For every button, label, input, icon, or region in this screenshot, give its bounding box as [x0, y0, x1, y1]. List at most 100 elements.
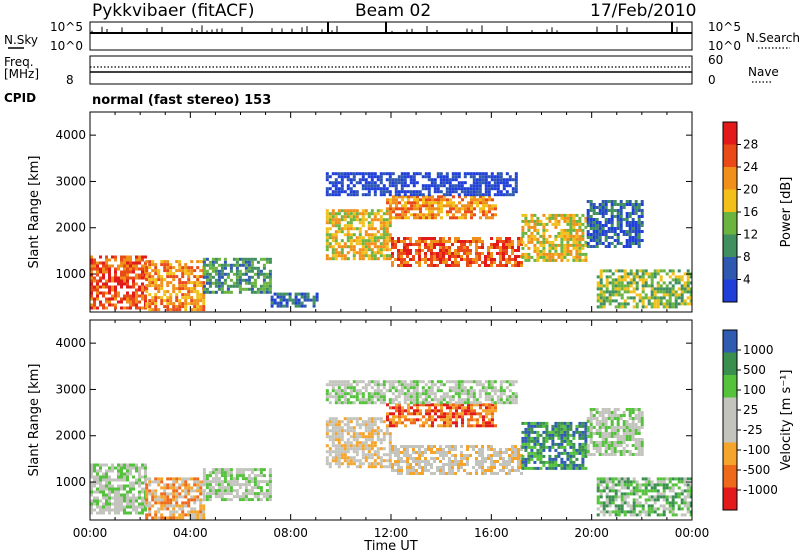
- velocity-region-3: [325, 417, 392, 469]
- colorbar-segment: [723, 189, 737, 212]
- power-region-10: [596, 269, 692, 309]
- colorbar-segment: [723, 330, 737, 353]
- colorbar-segment: [723, 234, 737, 257]
- colorbar-tick-label: 8: [743, 250, 751, 264]
- velocity-heatmap: [90, 380, 692, 520]
- colorbar-tick-label: 25: [743, 403, 758, 417]
- velocity-region-4: [391, 445, 523, 475]
- nsearch-tick-bottom: 10^0: [708, 39, 741, 53]
- power-region-2: [202, 257, 272, 294]
- ytick-label: 4000: [55, 128, 86, 142]
- colorbar-tick-label: -1000: [743, 483, 778, 497]
- ytick-label: 2000: [55, 221, 86, 235]
- xtick-label: 20:00: [574, 526, 609, 540]
- xtick-label: 00:00: [675, 526, 710, 540]
- colorbar-tick-label: -25: [743, 423, 763, 437]
- ytick-label: 1000: [55, 475, 86, 489]
- nsky-tick-bottom: 10^0: [50, 39, 83, 53]
- colorbar-tick-label: 1000: [743, 343, 774, 357]
- power-region-7: [325, 172, 518, 197]
- colorbar-segment: [723, 144, 737, 167]
- colorbar-tick-label: 16: [743, 205, 758, 219]
- power-region-0: [90, 255, 147, 310]
- time-axis-label: Time UT: [363, 539, 417, 554]
- nave-tick-top: 60: [708, 53, 723, 67]
- nsky-strip: [89, 21, 693, 51]
- nsearch-tick-top: 10^5: [708, 20, 741, 34]
- power-colorbar-label: Power [dB]: [779, 177, 794, 248]
- power-region-3: [270, 292, 319, 308]
- colorbar-tick-label: 500: [743, 363, 766, 377]
- colorbar-tick-label: 4: [743, 273, 751, 287]
- ytick-label: 2000: [55, 429, 86, 443]
- nave-tick-bottom: 0: [708, 73, 716, 87]
- xtick-label: 04:00: [173, 526, 208, 540]
- colorbar-tick-label: 12: [743, 228, 758, 242]
- velocity-ylabel: Slant Range [km]: [27, 364, 42, 477]
- power-region-5: [391, 237, 523, 267]
- velocity-region-7: [521, 421, 588, 470]
- velocity-colorbar: 1000 500 100 25 -25 -100 -500 -1000: [722, 329, 778, 511]
- nsearch-label: N.Search: [746, 31, 800, 45]
- station-title: Pykkvibaer (fitACF): [92, 1, 254, 21]
- nsky-spikes: [91, 22, 678, 33]
- nsky-label: N.Sky: [4, 33, 38, 47]
- power-axes: 1000 2000 3000 4000: [55, 112, 693, 312]
- velocity-region-6: [325, 380, 518, 405]
- velocity-region-5: [386, 403, 497, 428]
- colorbar-frame: [722, 329, 738, 511]
- colorbar-tick-label: 24: [743, 160, 758, 174]
- power-ylabel: Slant Range [km]: [27, 156, 42, 269]
- velocity-region-1: [145, 477, 206, 520]
- colorbar-segment: [723, 397, 737, 420]
- velocity-region-9: [596, 477, 692, 517]
- colorbar-tick-label: 28: [743, 138, 758, 152]
- power-region-1: [145, 260, 206, 312]
- velocity-region-8: [586, 408, 644, 456]
- colorbar-segment: [723, 375, 737, 398]
- colorbar-segment: [723, 212, 737, 235]
- freq-unit: [MHz]: [4, 67, 39, 81]
- colorbar-tick-label: 20: [743, 183, 758, 197]
- xtick-label: 16:00: [474, 526, 509, 540]
- colorbar-tick-label: -100: [743, 443, 770, 457]
- ytick-label: 3000: [55, 174, 86, 188]
- power-region-9: [586, 200, 644, 248]
- freq-tick: 8: [66, 73, 74, 87]
- colorbar-segment: [723, 122, 737, 145]
- colorbar-segment: [723, 487, 737, 510]
- beam-title: Beam 02: [355, 1, 431, 21]
- colorbar-segment: [723, 257, 737, 280]
- power-colorbar: 4 8 12 16 20 24 28: [722, 121, 758, 303]
- power-region-6: [386, 195, 497, 220]
- colorbar-tick-label: 100: [743, 383, 766, 397]
- cpid-label: CPID: [4, 91, 36, 105]
- cpid-text: normal (fast stereo) 153: [92, 93, 271, 108]
- ytick-label: 4000: [55, 336, 86, 350]
- power-region-4: [325, 209, 392, 261]
- colorbar-tick-label: -500: [743, 463, 770, 477]
- colorbar-segment: [723, 442, 737, 465]
- velocity-colorbar-label: Velocity [m s⁻¹]: [779, 370, 794, 471]
- colorbar-segment: [723, 167, 737, 190]
- colorbar-segment: [723, 352, 737, 375]
- ytick-label: 1000: [55, 267, 86, 281]
- nsky-tick-top: 10^5: [50, 20, 83, 34]
- freq-strip: [89, 55, 693, 85]
- colorbar-segment: [723, 465, 737, 488]
- ytick-label: 3000: [55, 382, 86, 396]
- xtick-label: 12:00: [374, 526, 409, 540]
- power-region-8: [521, 213, 588, 262]
- freq-label: Freq.: [4, 55, 34, 69]
- colorbar-segment: [723, 279, 737, 302]
- power-heatmap: [90, 172, 692, 312]
- xtick-label: 08:00: [273, 526, 308, 540]
- velocity-region-0: [90, 463, 147, 515]
- date-title: 17/Feb/2010: [590, 1, 696, 21]
- xtick-label: 00:00: [73, 526, 108, 540]
- velocity-axes: 1000 2000 3000 4000 00:00 04:00 08:00 12:00 16:0…: [55, 320, 709, 540]
- nave-label: Nave: [748, 65, 779, 79]
- colorbar-segment: [723, 420, 737, 443]
- velocity-region-2: [202, 468, 272, 502]
